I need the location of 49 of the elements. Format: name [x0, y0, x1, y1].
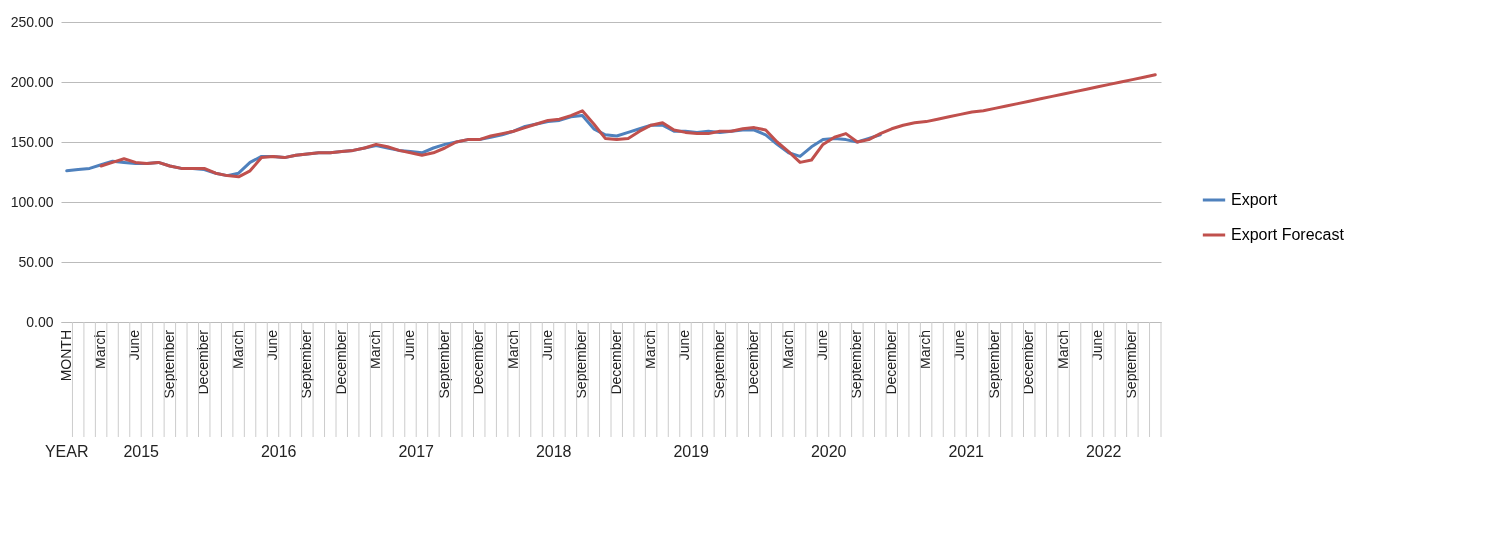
x-tick-label: December [470, 329, 487, 395]
text: 2022 [1085, 443, 1122, 460]
x-tick-label: March [229, 330, 246, 369]
x-tick-label: June [1088, 329, 1105, 361]
text: 2020 [810, 443, 847, 460]
y-tick-label: 0.00 [26, 313, 54, 330]
text: YEAR [44, 443, 89, 460]
x-tick-label: September [573, 329, 590, 399]
text: 2017 [398, 443, 435, 460]
x-tick-label: September [298, 329, 315, 399]
y-tick-label: 150.00 [10, 133, 54, 150]
x-tick-label: March [92, 330, 109, 369]
x-tick-label: March [367, 330, 384, 369]
text: 2018 [535, 443, 572, 460]
y-tick-label: 100.00 [10, 193, 54, 210]
x-tick-label: June [538, 329, 555, 361]
y-tick-label: 50.00 [18, 253, 54, 270]
x-tick-label: June [676, 329, 693, 361]
x-tick-label: MONTH [57, 330, 74, 382]
text: 2019 [673, 443, 710, 460]
x-tick-label: September [985, 329, 1002, 399]
x-tick-label: June [126, 329, 143, 361]
y-tick-label: 200.00 [10, 73, 54, 90]
x-tick-label: September [1123, 329, 1140, 399]
text: 2021 [948, 443, 985, 460]
text: 2015 [123, 443, 160, 460]
x-tick-label: December [745, 329, 762, 395]
x-tick-label: June [951, 329, 968, 361]
x-tick-label: March [504, 330, 521, 369]
x-tick-label: September [160, 329, 177, 399]
x-tick-label: June [813, 329, 830, 361]
y-tick-label: 250.00 [10, 13, 54, 30]
x-tick-label: September [710, 329, 727, 399]
legend-label: Export [1231, 191, 1278, 208]
x-tick-label: March [642, 330, 659, 369]
x-tick-label: September [848, 329, 865, 399]
x-tick-label: December [607, 329, 624, 395]
text: 2016 [260, 443, 297, 460]
x-tick-label: March [917, 330, 934, 369]
x-tick-label: March [1054, 330, 1071, 369]
x-tick-label: December [195, 329, 212, 395]
x-tick-label: March [779, 330, 796, 369]
legend-label: Export Forecast [1231, 226, 1345, 243]
x-tick-label: December [332, 329, 349, 395]
x-tick-label: June [263, 329, 280, 361]
x-tick-label: December [1020, 329, 1037, 395]
x-tick-label: September [435, 329, 452, 399]
x-tick-label: December [882, 329, 899, 395]
x-tick-label: June [401, 329, 418, 361]
